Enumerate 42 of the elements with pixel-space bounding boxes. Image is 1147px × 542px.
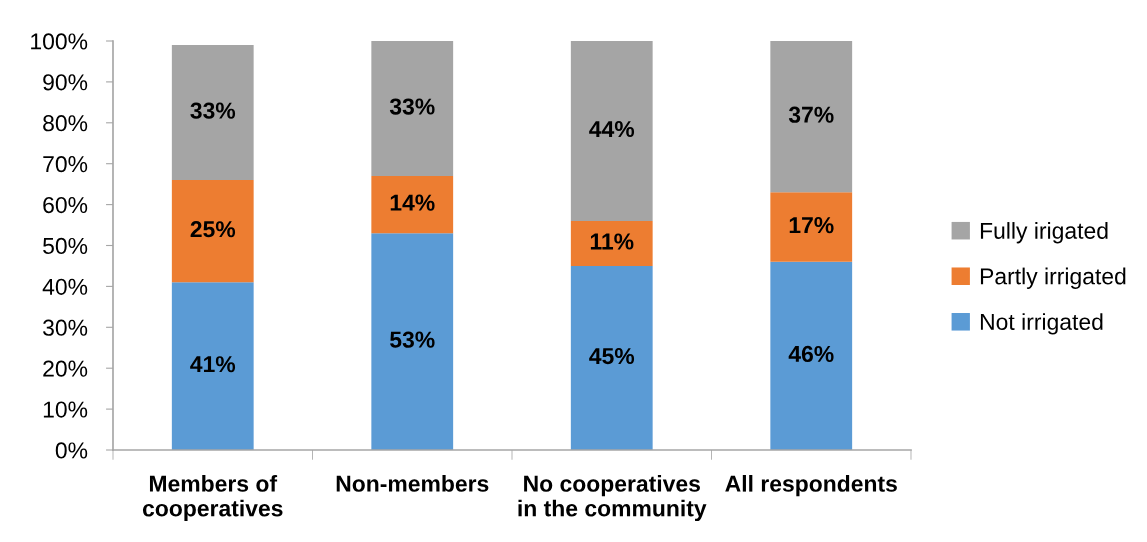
y-tick-label: 100% bbox=[31, 33, 88, 50]
legend-label: Partly irrigated bbox=[980, 267, 1126, 289]
data-label: 33% bbox=[389, 98, 435, 115]
data-label: 45% bbox=[589, 347, 635, 365]
y-tick-label: 10% bbox=[43, 401, 88, 418]
data-label: 25% bbox=[190, 221, 236, 238]
y-tick-label: 0% bbox=[55, 442, 88, 459]
y-tick-label: 90% bbox=[43, 74, 88, 91]
bar bbox=[770, 41, 853, 193]
data-label: 33% bbox=[190, 102, 236, 119]
bar bbox=[570, 265, 653, 450]
bar bbox=[770, 261, 853, 450]
x-tick-label: All respondents bbox=[725, 475, 897, 497]
bar bbox=[570, 220, 653, 266]
x-tick-label: Non-members bbox=[336, 475, 489, 492]
bar bbox=[371, 233, 454, 450]
bar bbox=[171, 282, 254, 450]
data-label: 11% bbox=[590, 233, 634, 250]
data-label: 53% bbox=[390, 331, 435, 348]
y-tick-label: 70% bbox=[43, 156, 88, 173]
data-label: 17% bbox=[789, 217, 834, 234]
bar bbox=[770, 192, 853, 262]
y-tick-label: 30% bbox=[43, 319, 88, 336]
data-label: 44% bbox=[589, 120, 635, 138]
data-label: 46% bbox=[788, 345, 834, 363]
bar bbox=[570, 41, 653, 221]
bar bbox=[171, 180, 254, 283]
x-tick-label: No cooperatives in the community bbox=[518, 475, 707, 522]
bar bbox=[371, 175, 454, 234]
data-label: 41% bbox=[190, 356, 236, 373]
y-tick-label: 80% bbox=[43, 115, 88, 132]
data-label: 37% bbox=[788, 106, 834, 123]
bar bbox=[371, 41, 454, 176]
bar bbox=[171, 45, 254, 181]
y-tick-label: 50% bbox=[43, 237, 88, 255]
data-label: 14% bbox=[390, 194, 435, 211]
y-tick-label: 40% bbox=[42, 278, 88, 295]
y-tick-label: 20% bbox=[43, 360, 88, 377]
legend-label: Not irrigated bbox=[980, 313, 1103, 335]
y-tick-label: 60% bbox=[43, 196, 88, 214]
x-tick-label: Members of cooperatives bbox=[142, 475, 283, 522]
legend-label: Fully irigated bbox=[980, 222, 1108, 244]
